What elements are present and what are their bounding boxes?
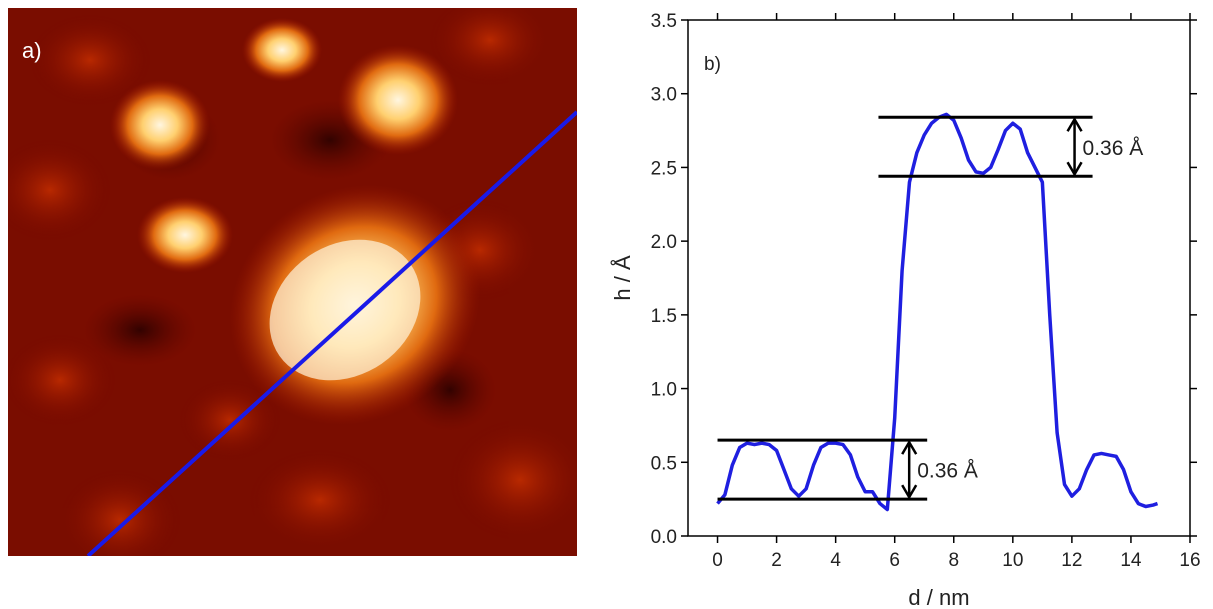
y-tick-label: 3.0 bbox=[651, 85, 677, 106]
panel-label: a) bbox=[22, 38, 42, 63]
y-tick-label: 0.0 bbox=[651, 527, 677, 548]
x-tick-label: 12 bbox=[1061, 550, 1082, 571]
x-tick-label: 2 bbox=[771, 550, 782, 571]
annotation-label: 0.36 Å bbox=[917, 460, 978, 483]
x-tick-label: 10 bbox=[1002, 550, 1023, 571]
arrow-head bbox=[901, 484, 918, 500]
y-tick-label: 1.5 bbox=[651, 306, 677, 327]
x-tick-label: 0 bbox=[712, 550, 723, 571]
arrow-head bbox=[1066, 161, 1083, 177]
y-axis-label: h / Å bbox=[610, 255, 635, 301]
panel-label: b) bbox=[704, 54, 721, 75]
arrow-head bbox=[901, 439, 918, 455]
x-tick-label: 6 bbox=[889, 550, 900, 571]
y-tick-label: 2.0 bbox=[651, 232, 677, 253]
y-tick-label: 2.5 bbox=[651, 158, 677, 179]
y-tick-label: 1.0 bbox=[651, 380, 677, 401]
x-tick-label: 4 bbox=[830, 550, 841, 571]
x-axis-label: d / nm bbox=[908, 585, 969, 609]
x-tick-label: 14 bbox=[1120, 550, 1142, 571]
plot-frame bbox=[687, 19, 1191, 537]
y-tick-label: 3.5 bbox=[651, 11, 677, 32]
stm-image bbox=[8, 8, 577, 556]
x-tick-label: 16 bbox=[1179, 550, 1200, 571]
annotation-label: 0.36 Å bbox=[1083, 137, 1144, 160]
arrow-head bbox=[1066, 116, 1083, 132]
x-tick-label: 8 bbox=[948, 550, 959, 571]
y-tick-label: 0.5 bbox=[651, 453, 677, 474]
profile-line bbox=[716, 112, 1159, 512]
